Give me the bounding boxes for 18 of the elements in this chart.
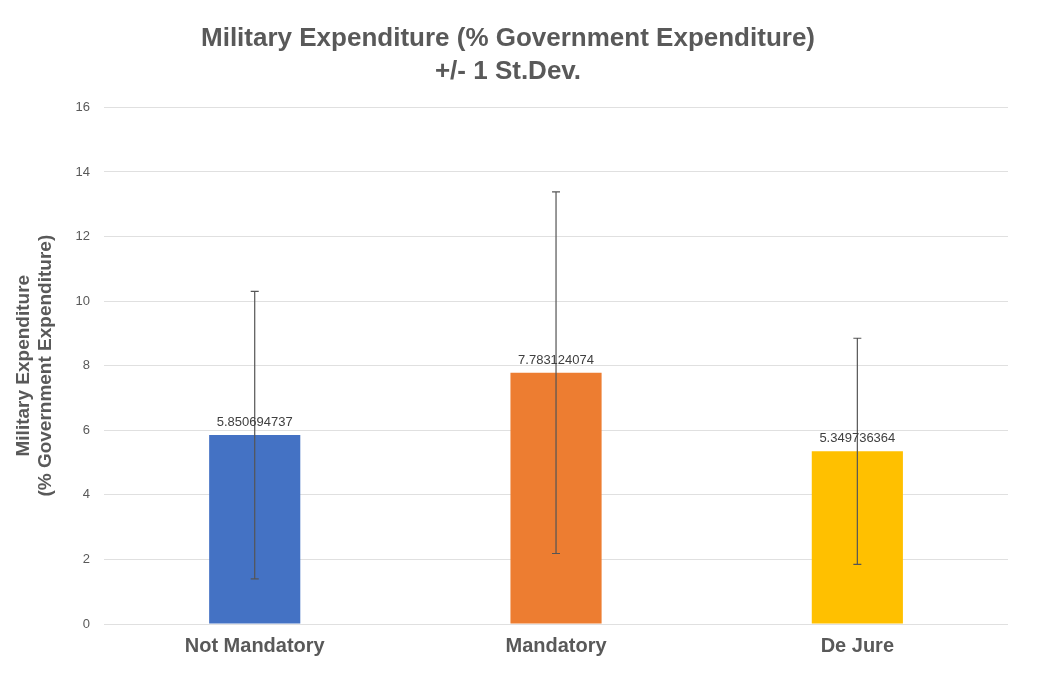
x-tick-label: Not Mandatory (184, 633, 326, 656)
x-tick-label: De Jure (820, 633, 895, 656)
y-tick-label: 6 (82, 421, 91, 437)
y-axis-title: Military Expenditure (% Government Expenditure) (11, 234, 56, 497)
x-tick-label: Mandatory (505, 633, 608, 656)
y-tick-label: 16 (75, 98, 91, 114)
chart-title: Military Expenditure (% Government Expenditure) (201, 21, 815, 52)
bar (209, 435, 301, 624)
bar (811, 451, 903, 624)
y-tick-label: 8 (82, 357, 91, 373)
chart-subtitle: +/- 1 St.Dev. (434, 54, 582, 85)
bar (510, 372, 602, 624)
y-tick-label: 12 (75, 228, 91, 244)
y-tick-label: 10 (75, 292, 91, 308)
y-tick-label: 4 (82, 486, 91, 502)
y-tick-label: 14 (75, 163, 91, 179)
y-tick-label: 2 (82, 551, 91, 566)
y-tick-label: 0 (82, 615, 91, 631)
